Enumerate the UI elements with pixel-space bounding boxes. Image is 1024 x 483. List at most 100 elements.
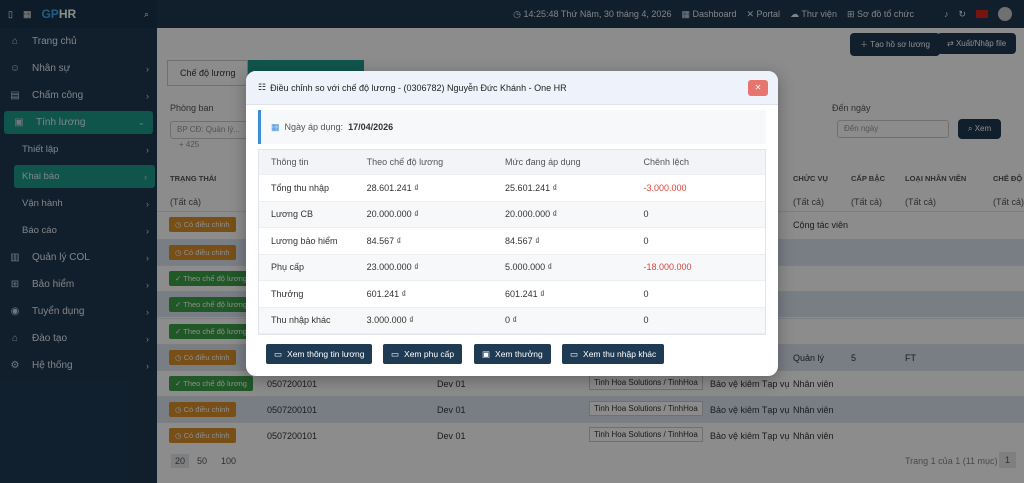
view-bonus-button[interactable]: ▣ Xem thưởng <box>474 344 551 364</box>
close-button[interactable]: ✕ <box>748 80 768 96</box>
status-badge-text: Theo chế độ lương <box>183 379 247 388</box>
sidebar-label: Quản lý COL <box>32 252 90 263</box>
filter-all-level[interactable]: (Tất cả) <box>851 197 883 207</box>
sidebar-item-training[interactable]: ⌂ Đào tạo › <box>0 325 157 352</box>
sidebar-sub-declare[interactable]: Khai báo › <box>14 165 155 188</box>
header-current: Mức đang áp dụng <box>505 157 581 167</box>
page-size-50[interactable]: 50 <box>197 456 208 466</box>
flag-icon[interactable] <box>976 10 988 18</box>
filter-all-type[interactable]: (Tất cả) <box>905 197 937 207</box>
org-chart-label: Sơ đồ tổ chức <box>857 8 914 19</box>
portal-link[interactable]: ✕ Portal <box>746 8 781 19</box>
header-regime: Theo chế độ lương <box>366 157 444 167</box>
row-name: Tổng thu nhập <box>271 182 330 193</box>
status-badge[interactable]: ✓ Theo chế độ lương <box>169 297 253 312</box>
sidebar-item-col[interactable]: ▥ Quản lý COL › <box>0 244 157 271</box>
view-button[interactable]: ⌕ Xem <box>958 119 1002 139</box>
to-date-label: Đến ngày <box>832 103 871 113</box>
branch-name: TinhHoa <box>667 404 698 413</box>
view-allowance-button[interactable]: ▭ Xem phụ cấp <box>383 344 463 364</box>
status-badge[interactable]: ◷ Có điều chỉnh <box>169 245 236 260</box>
sidebar-item-payroll[interactable]: ▣ Tính lương ⌄ <box>4 111 153 134</box>
view-allowance-label: Xem phụ cấp <box>404 349 455 359</box>
create-profile-button[interactable]: ＋ Tạo hồ sơ lương <box>850 33 940 56</box>
status-badge[interactable]: ◷ Có điều chỉnh <box>169 350 236 365</box>
sidebar-item-attendance[interactable]: ▤ Chấm công › <box>0 82 157 109</box>
money-icon: ▣ <box>14 117 24 128</box>
page-1[interactable]: 1 <box>999 452 1017 468</box>
view-other-income-button[interactable]: ▭ Xem thu nhập khác <box>562 344 665 364</box>
filter-all-mode[interactable]: (Tất cả) <box>993 197 1024 207</box>
dept-more-count: + 425 <box>179 140 200 149</box>
status-badge-text: Theo chế độ lương <box>183 300 247 309</box>
filter-all-status[interactable]: (Tất cả) <box>170 197 202 207</box>
header-diff: Chênh lệch <box>643 157 690 167</box>
folder-icon: ▭ <box>570 348 579 359</box>
page-size-100[interactable]: 100 <box>221 456 237 466</box>
refresh-icon[interactable]: ↻ <box>958 8 966 19</box>
status-badge[interactable]: ◷ Có điều chỉnh <box>169 428 236 443</box>
comparison-row: Lương bảo hiểm 84.567 ₫ 84.567 ₫ 0 <box>259 228 765 255</box>
cell-code: 0507200101 <box>267 379 318 389</box>
app-logo[interactable]: GPHR <box>41 7 77 21</box>
row-current-value: 20.000.000 ₫ <box>505 209 558 220</box>
bell-icon[interactable]: ♪ <box>943 9 949 19</box>
status-badge[interactable]: ✓ Theo chế độ lương <box>169 271 253 286</box>
sidebar-sub-operate[interactable]: Vận hành › <box>0 190 157 217</box>
home-icon: ⌂ <box>11 36 19 47</box>
row-diff-value: 0 <box>643 235 649 246</box>
gear-icon: ⚙ <box>10 360 20 371</box>
salary-icon: ▭ <box>274 348 283 359</box>
view-bonus-label: Xem thưởng <box>495 349 543 359</box>
sidebar-sub-setup[interactable]: Thiết lập › <box>0 136 157 163</box>
status-badge[interactable]: ◷ Có điều chỉnh <box>169 402 236 417</box>
cell-company: Tinh Hoa Solutions / TinhHoa <box>589 427 703 442</box>
sidebar-item-home[interactable]: ⌂ Trang chủ <box>0 28 157 55</box>
cell-dept: Dev 01 <box>437 431 466 441</box>
export-import-button[interactable]: ⇄ Xuất/Nhập file <box>937 33 1017 54</box>
dashboard-link[interactable]: ▦ Dashboard <box>681 8 737 19</box>
clock: ◷ 14:25:48 Thứ Năm, 30 tháng 4, 2026 <box>513 8 672 19</box>
col-type: LOẠI NHÂN VIÊN <box>905 174 967 183</box>
search-icon[interactable]: ⌕ <box>143 8 149 19</box>
status-badge[interactable]: ◷ Có điều chỉnh <box>169 217 236 232</box>
status-badge[interactable]: ✓ Theo chế độ lương <box>169 324 253 339</box>
view-salary-info-label: Xem thông tin lương <box>287 349 365 359</box>
row-diff-value: 0 <box>643 288 649 299</box>
comparison-row: Thưởng 601.241 ₫ 601.241 ₫ 0 <box>259 281 765 308</box>
comparison-row: Lương CB 20.000.000 ₫ 20.000.000 ₫ 0 <box>259 201 765 228</box>
filter-all-role[interactable]: (Tất cả) <box>793 197 825 207</box>
view-label: Xem <box>974 124 992 133</box>
to-date-input[interactable]: Đến ngày <box>837 120 949 138</box>
company-name: Tinh Hoa Solutions <box>594 404 662 413</box>
sidebar-label: Trang chủ <box>32 36 77 47</box>
sidebar-sub-report[interactable]: Báo cáo › <box>0 217 157 244</box>
apps-grid-icon[interactable]: ▦ <box>22 8 32 19</box>
sidebar-item-system[interactable]: ⚙ Hệ thống › <box>0 352 157 379</box>
status-badge[interactable]: ✓ Theo chế độ lương <box>169 376 253 391</box>
table-row[interactable]: ◷ Có điều chỉnh 0507200101 Dev 01 Tinh Hoa … <box>157 396 1024 422</box>
sidebar-header: ▯ ▦ GPHR ⌕ <box>0 0 157 28</box>
library-link[interactable]: ☁ Thư viện <box>790 8 837 19</box>
org-chart-link[interactable]: ⊞ Sơ đồ tổ chức <box>846 8 914 19</box>
row-regime-value: 28.601.241 ₫ <box>366 182 419 193</box>
calendar-icon: ▦ <box>271 121 280 132</box>
page-size-20[interactable]: 20 <box>171 454 190 468</box>
sidebar-label: Nhân sự <box>32 63 71 74</box>
sidebar: ▯ ▦ GPHR ⌕ ⌂ Trang chủ ☺ Nhân sự › ▤ Chấm cô… <box>0 0 157 483</box>
apply-date-label: Ngày áp dụng: <box>284 122 344 132</box>
sidebar-item-insurance[interactable]: ⊞ Bảo hiểm › <box>0 271 157 298</box>
cell-job: Bảo vệ kiêm Tạp vụ <box>710 431 790 441</box>
avatar[interactable] <box>998 7 1012 21</box>
table-row[interactable]: ◷ Có điều chỉnh 0507200101 Dev 01 Tinh Hoa … <box>157 422 1024 448</box>
sidebar-label: Báo cáo <box>22 225 57 236</box>
panel-toggle-icon[interactable]: ▯ <box>8 8 13 19</box>
dept-filter-input[interactable]: BP CĐ: Quản lý... <box>170 121 250 139</box>
chevron-right-icon: › <box>146 63 149 74</box>
plus-box-icon: ⊞ <box>10 279 20 290</box>
tab-salary-regime[interactable]: Chế độ lương <box>167 60 249 86</box>
sidebar-item-recruit[interactable]: ◉ Tuyển dụng › <box>0 298 157 325</box>
view-salary-info-button[interactable]: ▭ Xem thông tin lương <box>266 344 373 364</box>
company-name: Tinh Hoa Solutions <box>594 378 662 387</box>
sidebar-item-hr[interactable]: ☺ Nhân sự › <box>0 55 157 82</box>
